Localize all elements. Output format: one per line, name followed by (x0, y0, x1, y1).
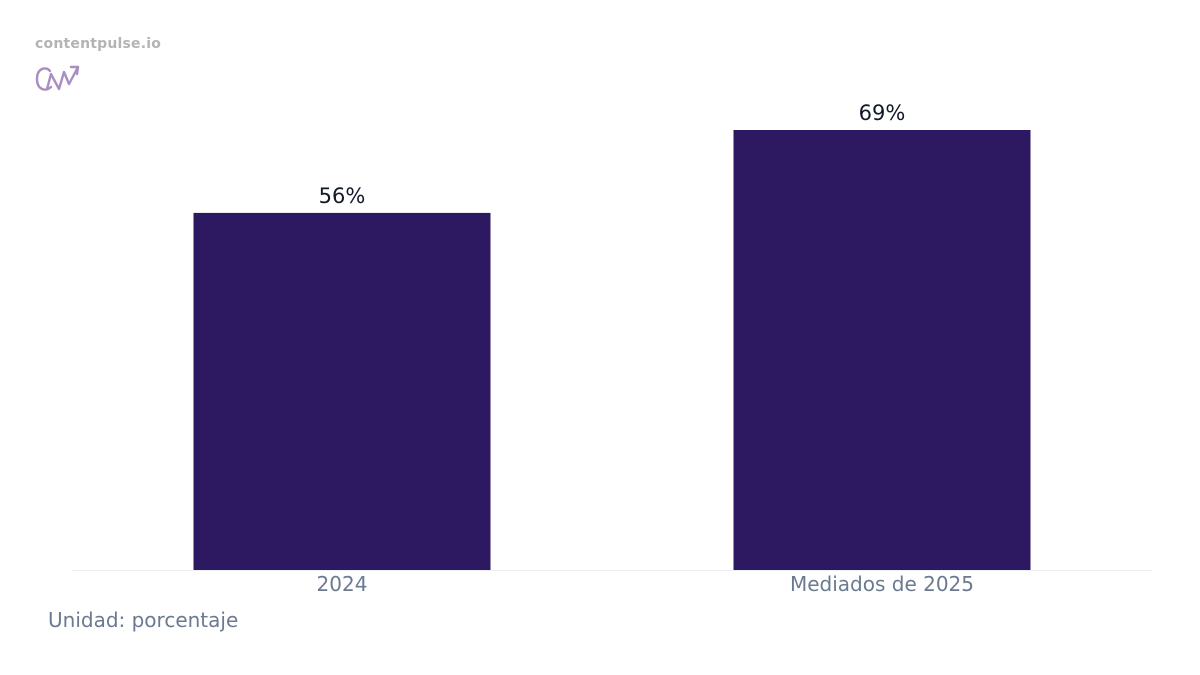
cn-growth-arrow-logo-icon (35, 65, 80, 91)
unit-note: Unidad: porcentaje (48, 608, 239, 632)
data-label-0: 56% (319, 184, 366, 208)
bar-0 (193, 212, 491, 570)
brand-site-name: contentpulse.io (35, 36, 162, 52)
bar-1 (733, 130, 1031, 570)
x-tick-label-0: 2024 (317, 572, 368, 596)
data-label-1: 69% (859, 101, 906, 125)
x-tick-label-1: Mediados de 2025 (790, 572, 974, 596)
